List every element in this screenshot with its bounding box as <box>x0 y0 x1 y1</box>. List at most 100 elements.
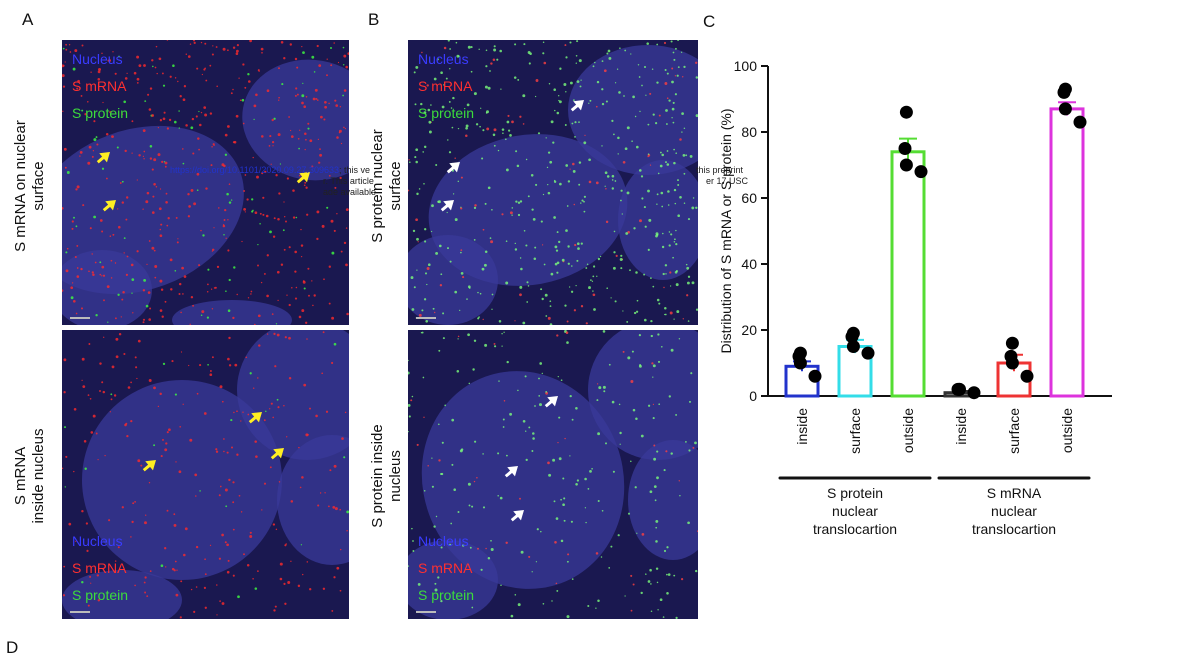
legend-nucleus: Nucleus <box>418 533 469 549</box>
y-tick-label: 0 <box>749 388 757 404</box>
x-tick-label: outside <box>1059 408 1075 453</box>
arrow-icon <box>142 460 156 472</box>
row-label-a-top: S mRNA on nuclear surface <box>12 116 48 256</box>
legend-nucleus: Nucleus <box>418 51 469 67</box>
data-point <box>1020 369 1034 383</box>
arrow-icon <box>570 100 584 112</box>
legend-s-mrna: S mRNA <box>418 560 473 576</box>
nucleus-shape <box>421 371 625 589</box>
row-label-line: nucleus <box>387 450 404 502</box>
panel-letter-b: B <box>368 10 380 29</box>
group-label: nuclear <box>991 503 1037 519</box>
x-tick-label: inside <box>794 408 810 445</box>
arrow-icon <box>96 152 110 164</box>
row-label-line: surface <box>387 161 404 211</box>
data-point <box>952 382 966 396</box>
nucleus-shape <box>628 440 698 560</box>
data-point <box>1005 356 1019 370</box>
panel-letter-a: A <box>22 10 34 29</box>
nucleus-shape <box>82 380 282 580</box>
nucleus-shape <box>237 330 349 460</box>
group-label: S mRNA <box>987 485 1042 501</box>
data-point <box>861 346 875 360</box>
legend-s-protein: S protein <box>72 587 129 603</box>
arrow-icon <box>510 510 524 522</box>
overlay-doi-link[interactable]: https://doi.org/10.1101/2020.09.27.30963… <box>170 165 339 175</box>
micrograph-a-bottom: Nucleus S mRNA S protein <box>62 330 349 619</box>
group-label: translocartion <box>972 521 1056 537</box>
nucleus-shape <box>172 300 292 325</box>
micrograph-legend: Nucleus S mRNA S protein <box>418 46 474 127</box>
nucleus-shape <box>618 160 698 280</box>
panel-letter-c: C <box>703 12 716 31</box>
legend-nucleus: Nucleus <box>72 51 123 67</box>
micrograph-b-top: Nucleus S mRNA S protein <box>408 40 698 325</box>
scale-bar <box>70 611 90 613</box>
preprint-overlay: https://doi.org/10.1101/2020.09.27.30963… <box>170 165 370 176</box>
arrow-icon <box>102 200 116 212</box>
data-point <box>1057 85 1071 99</box>
data-point <box>1005 336 1019 350</box>
legend-s-protein: S protein <box>418 105 475 121</box>
micrograph-b-bottom: Nucleus S mRNA S protein <box>408 330 698 619</box>
row-label-line: S mRNA <box>12 446 29 506</box>
nucleus-shape <box>277 435 349 565</box>
overlay-text-segment: ; this ve <box>338 165 370 175</box>
legend-s-mrna: S mRNA <box>418 78 473 94</box>
data-point <box>846 340 860 353</box>
data-point <box>793 356 807 370</box>
data-point <box>899 158 913 172</box>
arrow-icon <box>440 200 454 212</box>
row-label-line: S mRNA on nuclear <box>12 120 29 252</box>
fluorescence-dots <box>408 330 698 619</box>
micrograph-a-top: Nucleus S mRNA S protein <box>62 40 349 325</box>
data-point <box>845 330 859 344</box>
y-tick-label: 40 <box>741 256 757 272</box>
arrow-icon <box>504 466 518 478</box>
micrograph-image <box>408 40 698 325</box>
x-tick-label: outside <box>900 408 916 453</box>
x-tick-label: surface <box>1006 408 1022 454</box>
x-tick-label: inside <box>953 408 969 445</box>
arrow-icon <box>296 172 310 184</box>
y-tick-label: 80 <box>741 124 757 140</box>
arrow-icon <box>544 396 558 408</box>
nucleus-shape <box>242 59 349 181</box>
data-point <box>898 142 912 155</box>
data-point <box>1058 102 1072 116</box>
preprint-overlay-line-3: ade available <box>323 187 377 197</box>
arrow-icon <box>446 162 460 174</box>
row-label-line: S protein inside <box>369 424 386 528</box>
data-point <box>899 105 913 119</box>
nucleus-shape <box>588 330 698 460</box>
y-tick-label: 100 <box>734 58 758 74</box>
nucleus-shape <box>62 570 182 619</box>
scale-bar <box>416 611 436 613</box>
nucleus-shape <box>62 250 152 325</box>
micrograph-image <box>62 40 349 325</box>
scale-bar <box>70 317 90 319</box>
group-label: S protein <box>827 485 883 501</box>
row-label-line: surface <box>30 161 47 211</box>
data-point <box>914 165 928 179</box>
data-point <box>967 386 981 400</box>
preprint-overlay-tail-2: er 17 USC <box>706 176 749 186</box>
bar-chart: 0 20 40 60 80 100 Distribution of S mRNA or S … <box>718 58 1112 537</box>
arrow-icon <box>270 448 284 460</box>
row-label-b-bottom: S protein inside nucleus <box>369 416 405 536</box>
group-label: translocartion <box>813 521 897 537</box>
micrograph-image <box>62 330 349 619</box>
fluorescence-dots <box>62 40 349 325</box>
y-tick-label: 60 <box>741 190 757 206</box>
row-label-b-top: S protein nuclear surface <box>369 121 405 251</box>
micrograph-image <box>408 330 698 619</box>
nucleus-shape <box>408 235 498 325</box>
legend-s-mrna: S mRNA <box>72 560 127 576</box>
nucleus-shape <box>408 540 498 619</box>
x-tick-label: surface <box>847 408 863 454</box>
fluorescence-dots <box>62 331 349 619</box>
scale-bar <box>416 317 436 319</box>
preprint-overlay-line-2: r. This article <box>323 176 374 186</box>
bar <box>1049 107 1085 398</box>
y-tick-label: 20 <box>741 322 757 338</box>
